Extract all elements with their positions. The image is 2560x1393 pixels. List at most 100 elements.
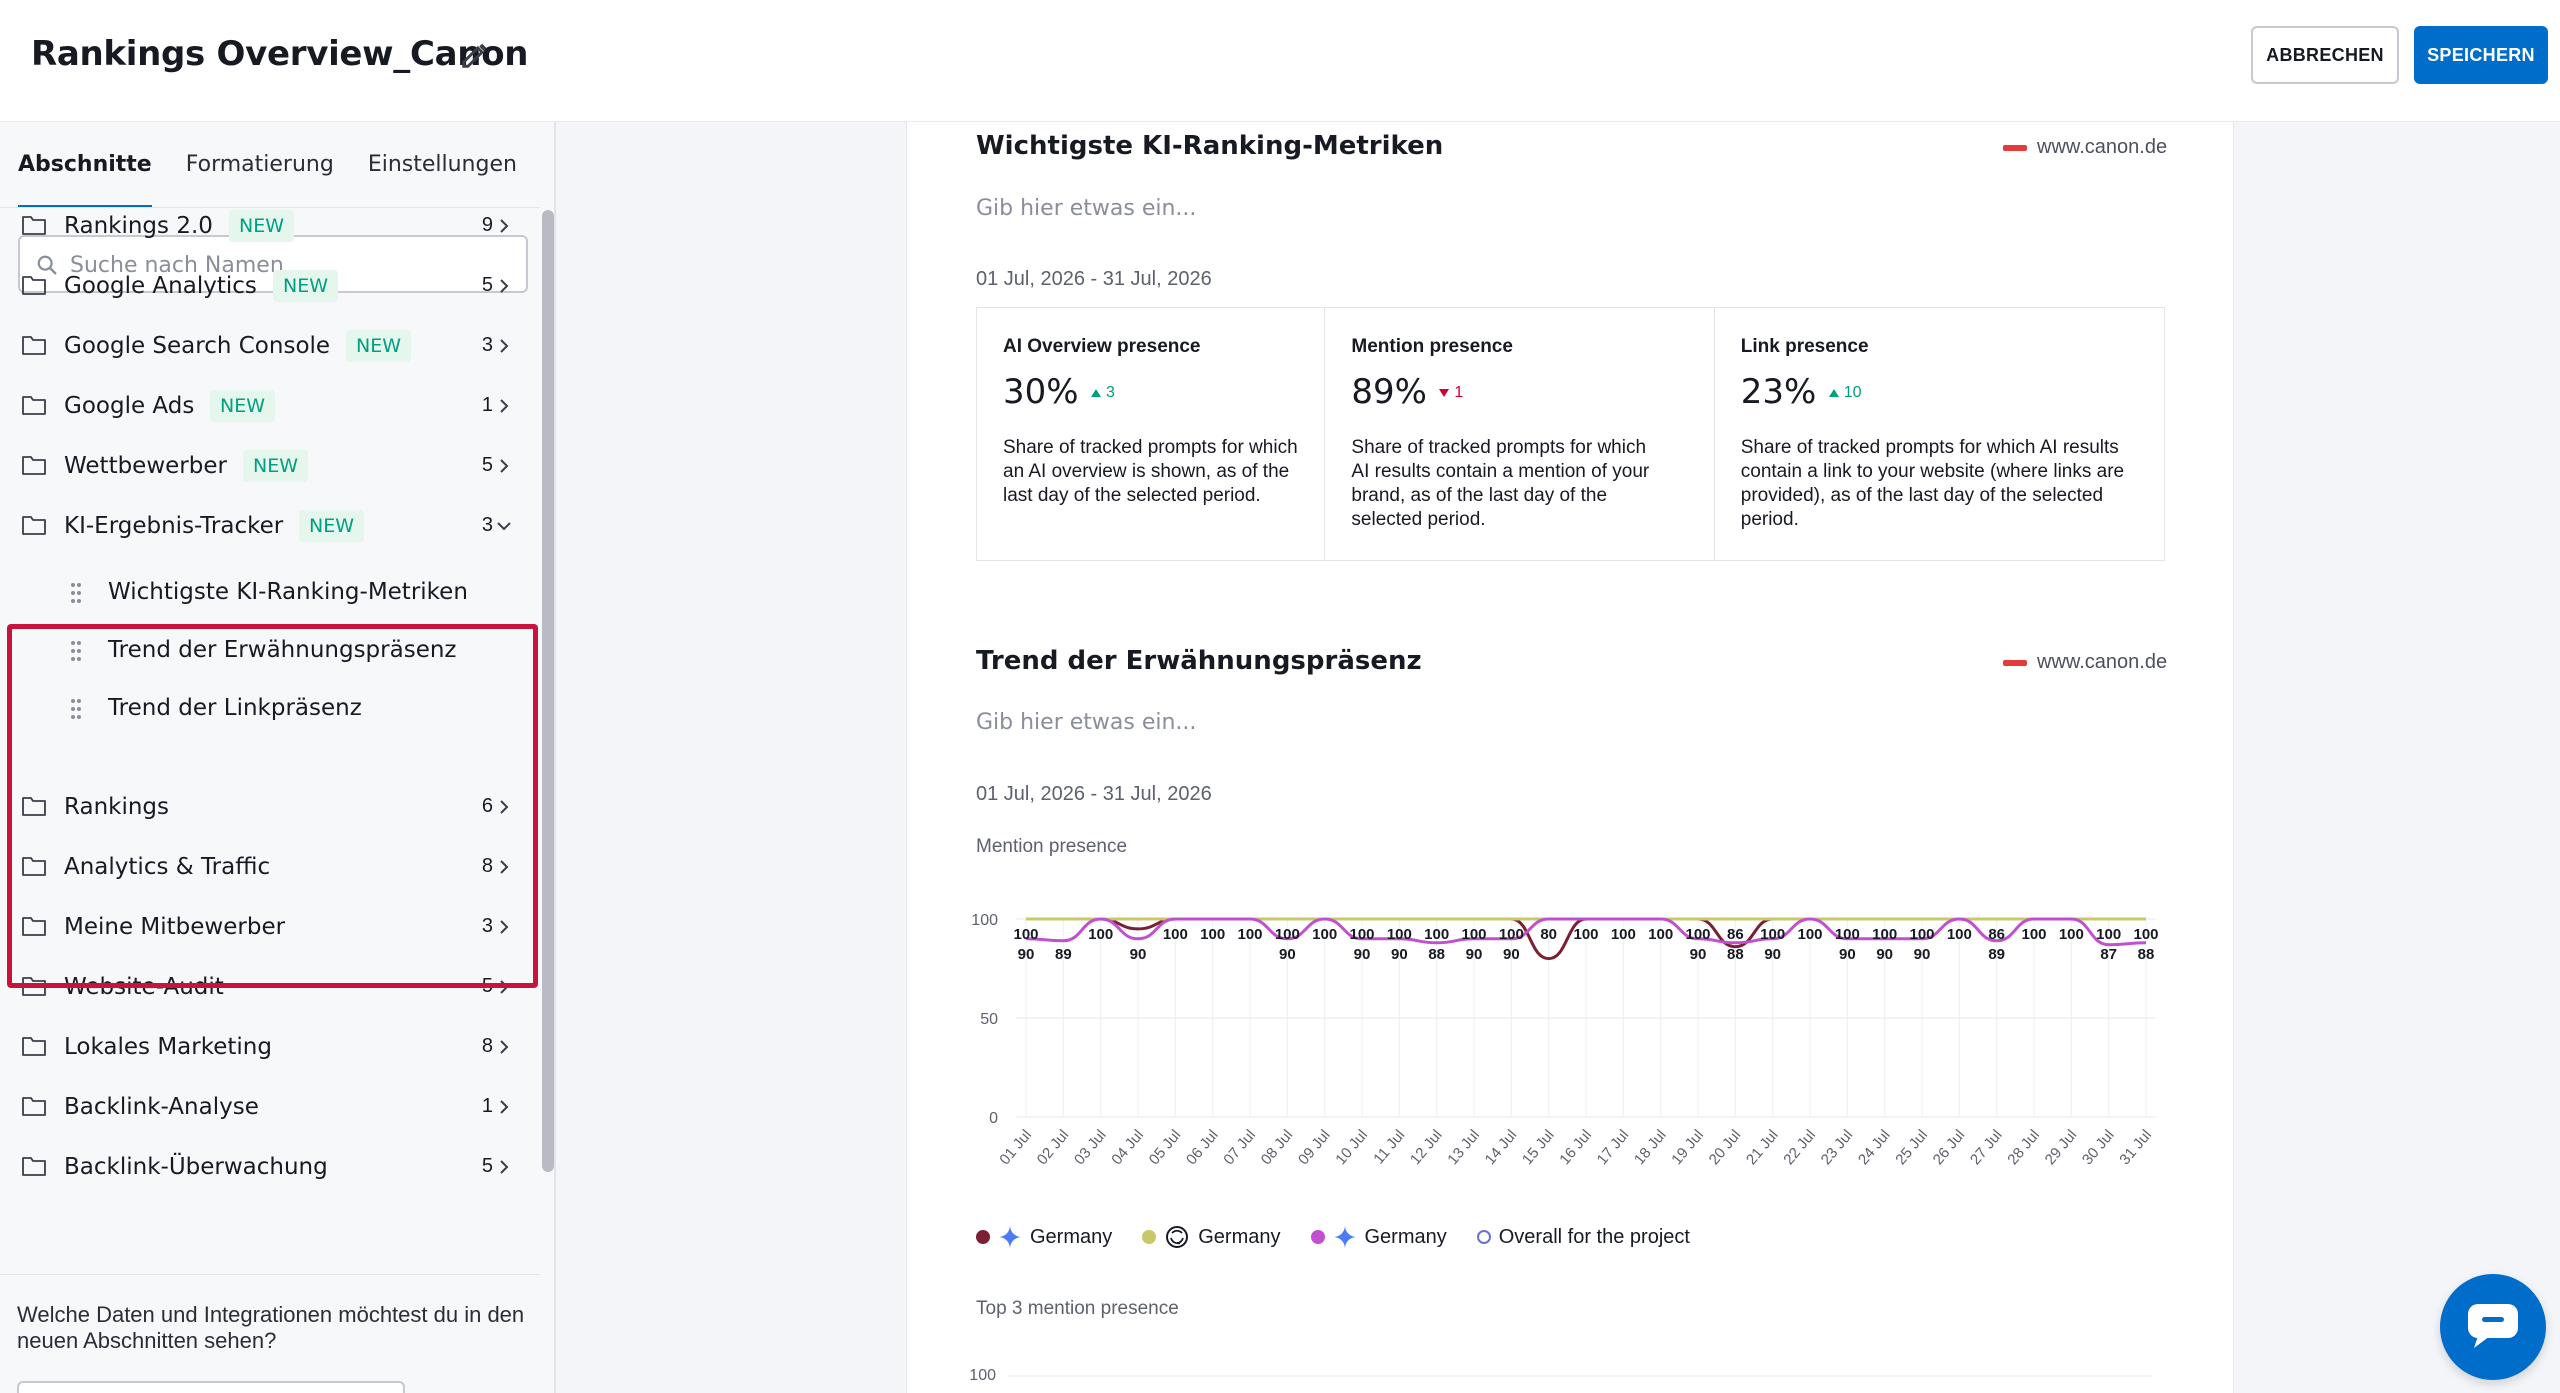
folder-icon — [22, 977, 46, 996]
sidebar-item[interactable]: Backlink-Analyse 1 — [0, 1079, 540, 1137]
sidebar-item[interactable]: Backlink-Überwachung 5 — [0, 1139, 540, 1197]
drag-handle-icon[interactable] — [70, 582, 82, 604]
data-label: 100 — [2021, 926, 2046, 943]
legend-dot — [1310, 1230, 1325, 1244]
x-tick-label: 15 Jul — [1519, 1127, 1558, 1169]
pencil-edit-icon[interactable] — [458, 38, 492, 72]
data-label: 90 — [1764, 946, 1781, 963]
x-tick-label: 27 Jul — [1967, 1127, 2006, 1169]
tab-abschnitte[interactable]: Abschnitte — [18, 152, 152, 208]
sidebar-subitem[interactable]: Trend der Linkpräsenz — [0, 680, 540, 738]
metric-value: 89% — [1351, 372, 1427, 412]
data-label: 100 — [2133, 926, 2158, 943]
folder-icon — [22, 917, 46, 936]
tab-formatierung[interactable]: Formatierung — [185, 152, 334, 177]
legend-dot-outline — [1476, 1230, 1491, 1244]
sidebar-item[interactable]: Rankings 6 — [0, 779, 540, 837]
data-label: 90 — [1503, 946, 1520, 963]
legend-item[interactable]: Overall for the project — [1476, 1225, 1690, 1249]
x-tick-label: 07 Jul — [1220, 1127, 1259, 1169]
sidebar-item[interactable]: Meine Mitbewerber 3 — [0, 899, 540, 957]
y-tick-label: 100 — [969, 1367, 996, 1384]
chat-button[interactable] — [2440, 1274, 2546, 1380]
x-tick-label: 20 Jul — [1706, 1127, 1745, 1169]
sidebar-item[interactable]: Rankings 2.0 NEW 9 — [0, 198, 540, 256]
item-count: 3 — [481, 514, 493, 536]
sidebar-item[interactable]: Google Search Console NEW 3 — [0, 318, 540, 376]
save-button[interactable]: SPEICHERN — [2414, 26, 2548, 84]
chevron-right-icon — [500, 800, 509, 814]
data-label: 100 — [1835, 926, 1860, 943]
x-tick-label: 10 Jul — [1332, 1127, 1371, 1169]
feedback-field[interactable] — [17, 1381, 405, 1393]
sidebar-item[interactable]: Google Analytics NEW 5 — [0, 258, 540, 316]
sidebar-item[interactable]: Lokales Marketing 8 — [0, 1019, 540, 1077]
chevron-right-icon — [500, 459, 509, 473]
cancel-button[interactable]: ABBRECHEN — [2251, 26, 2399, 84]
legend-label: Germany — [1198, 1225, 1281, 1248]
item-count: 9 — [481, 214, 493, 236]
chevron-right-icon — [500, 339, 509, 353]
legend-item[interactable]: Germany — [1142, 1224, 1281, 1250]
legend-item[interactable]: Germany — [1310, 1225, 1447, 1249]
data-label: 86 — [1988, 926, 2005, 943]
new-badge: NEW — [229, 210, 295, 242]
data-label: 100 — [1499, 926, 1524, 943]
item-count: 8 — [481, 1035, 493, 1057]
sidebar-scrollbar[interactable] — [542, 210, 554, 1172]
sidebar-subitem[interactable]: Wichtigste KI-Ranking-Metriken — [0, 564, 540, 622]
x-tick-label: 28 Jul — [2004, 1127, 2043, 1169]
chevron-right-icon — [500, 279, 509, 293]
x-tick-label: 21 Jul — [1743, 1127, 1782, 1169]
sidebar-item[interactable]: Google Ads NEW 1 — [0, 378, 540, 436]
y-tick-label: 0 — [989, 1110, 998, 1127]
sidebar-item-label: Google Analytics — [64, 273, 257, 299]
sidebar-subitem[interactable]: Trend der Erwähnungspräsenz — [0, 622, 540, 680]
data-label: 87 — [2100, 946, 2117, 963]
sidebar-item-label: Google Ads — [64, 393, 195, 419]
item-count: 3 — [481, 334, 493, 356]
drag-handle-icon[interactable] — [70, 640, 82, 662]
domain-text: www.canon.de — [2037, 136, 2168, 158]
chevron-down-icon — [497, 522, 511, 531]
section-note-input[interactable]: Gib hier etwas ein... — [976, 196, 1197, 221]
data-label: 100 — [1275, 926, 1300, 943]
tab-einstellungen[interactable]: Einstellungen — [367, 152, 517, 177]
canon-favicon-icon — [2003, 144, 2027, 151]
data-label: 100 — [1648, 926, 1673, 943]
data-label: 90 — [1279, 946, 1296, 963]
legend-label: Overall for the project — [1498, 1225, 1690, 1248]
folder-icon — [22, 797, 46, 816]
sidebar-item[interactable]: Analytics & Traffic 8 — [0, 839, 540, 897]
new-badge: NEW — [210, 390, 276, 422]
data-label: 100 — [1797, 926, 1822, 943]
highlight-box — [7, 624, 538, 988]
x-tick-label: 17 Jul — [1594, 1127, 1633, 1169]
chevron-right-icon — [500, 1040, 509, 1054]
x-tick-label: 06 Jul — [1183, 1127, 1222, 1169]
item-count: 6 — [481, 795, 493, 817]
section-note-input[interactable]: Gib hier etwas ein... — [976, 710, 1197, 735]
legend-item[interactable]: Germany — [976, 1225, 1112, 1249]
legend-label: Germany — [1364, 1225, 1447, 1248]
metric-title: Mention presence — [1351, 336, 1513, 357]
data-label: 100 — [1088, 926, 1113, 943]
data-label: 100 — [1237, 926, 1262, 943]
data-label: 100 — [1947, 926, 1972, 943]
metric-card: Mention presence 89% 1 Share of tracked … — [1325, 308, 1715, 560]
gemini-icon — [1332, 1225, 1357, 1249]
drag-handle-icon[interactable] — [70, 698, 82, 720]
sidebar-item[interactable]: Wettbewerber NEW 5 — [0, 438, 540, 496]
x-tick-label: 30 Jul — [2079, 1127, 2118, 1169]
folder-icon — [22, 216, 46, 235]
chevron-right-icon — [500, 1160, 509, 1174]
data-label: 100 — [1872, 926, 1897, 943]
chevron-right-icon — [500, 1100, 509, 1114]
y-tick-label: 50 — [980, 1011, 998, 1028]
report-canvas — [906, 122, 2234, 1393]
x-tick-label: 16 Jul — [1556, 1127, 1595, 1169]
metric-value: 23% — [1740, 372, 1817, 412]
x-tick-label: 18 Jul — [1631, 1127, 1670, 1169]
metrics-row: AI Overview presence 30% 3 Share of trac… — [976, 307, 2165, 561]
sidebar-item[interactable]: KI-Ergebnis-Tracker NEW 3 — [0, 498, 540, 556]
